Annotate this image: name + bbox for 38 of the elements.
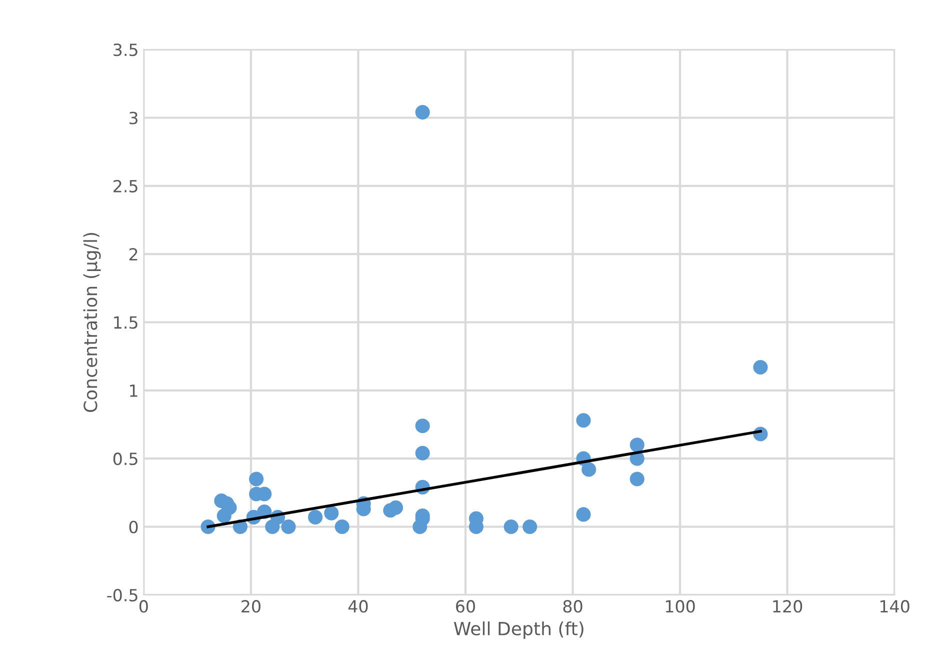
point	[281, 519, 296, 534]
y-tick-label: 1	[130, 384, 138, 397]
x-tick-label: 80	[563, 600, 582, 613]
point	[415, 446, 430, 460]
y-tick-label: 2.5	[114, 180, 138, 192]
point	[504, 519, 518, 534]
point	[216, 508, 232, 524]
point	[249, 472, 264, 486]
point	[415, 418, 430, 434]
x-tick-label: 20	[242, 600, 260, 613]
y-tick-label: -0.5	[107, 588, 138, 602]
point	[415, 105, 430, 120]
point	[334, 519, 350, 534]
x-tick-label: 120	[773, 600, 802, 613]
point	[324, 506, 339, 520]
point	[753, 360, 768, 375]
y-tick-label: 1.5	[114, 316, 138, 329]
x-tick-label: 0	[139, 600, 148, 613]
y-tick-label: 3.5	[114, 44, 138, 56]
x-axis-title: Well Depth (ft)	[454, 621, 584, 639]
point	[582, 462, 596, 477]
x-tick-label: 100	[666, 600, 695, 613]
x-tick-label: 60	[456, 600, 475, 613]
x-tick-label: 40	[348, 600, 368, 613]
point	[522, 519, 538, 534]
point	[630, 438, 644, 452]
point	[308, 510, 323, 524]
y-tick-label: 3	[129, 112, 138, 124]
y-tick-label: 2	[129, 248, 138, 260]
point	[576, 507, 591, 522]
y-axis-title: Concentration (µg/l)	[83, 232, 101, 412]
x-tick-label: 140	[880, 600, 910, 613]
point	[576, 413, 591, 428]
y-tick-label: 0.5	[113, 452, 138, 466]
y-tick-label: 0	[129, 520, 138, 534]
point	[388, 500, 404, 515]
point	[630, 472, 644, 486]
point	[265, 519, 280, 534]
